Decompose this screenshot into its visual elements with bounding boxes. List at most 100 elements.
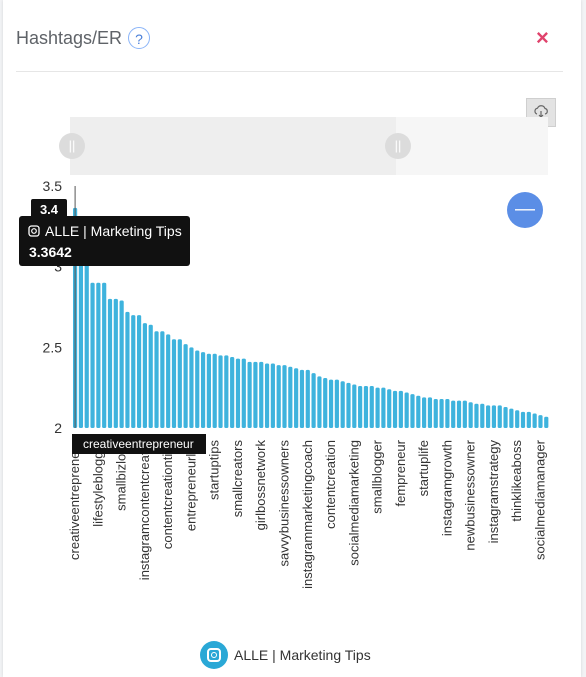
bar[interactable] — [311, 373, 316, 428]
bar[interactable] — [474, 403, 479, 428]
bar[interactable] — [189, 347, 194, 428]
legend-label: ALLE | Marketing Tips — [234, 647, 371, 663]
navigator-left-handle[interactable]: || — [59, 133, 85, 159]
bar[interactable] — [90, 282, 95, 428]
bar[interactable] — [480, 403, 485, 428]
zoom-out-button[interactable]: — — [507, 192, 543, 228]
bar[interactable] — [154, 331, 159, 428]
chart-legend[interactable]: ALLE | Marketing Tips — [200, 640, 371, 670]
bar[interactable] — [427, 397, 433, 428]
bar[interactable] — [369, 386, 374, 428]
bar[interactable] — [259, 361, 264, 428]
bar[interactable] — [538, 415, 543, 428]
bar[interactable] — [526, 411, 531, 428]
bar[interactable] — [224, 355, 229, 428]
bar[interactable] — [200, 352, 206, 428]
x-tick-label: girlbossnetwork — [253, 440, 268, 531]
bar[interactable] — [439, 398, 444, 428]
x-tick-label: instagramgrowth — [439, 440, 454, 536]
bar[interactable] — [288, 366, 293, 428]
bar[interactable] — [544, 416, 549, 428]
bar[interactable] — [294, 368, 299, 428]
bar[interactable] — [305, 369, 310, 428]
bar[interactable] — [142, 323, 147, 428]
bar[interactable] — [486, 405, 491, 428]
bar[interactable] — [282, 365, 287, 428]
bar[interactable] — [253, 361, 258, 428]
bar[interactable] — [195, 350, 200, 428]
bar[interactable] — [270, 363, 275, 428]
bar[interactable] — [218, 355, 223, 428]
bar[interactable] — [317, 376, 322, 428]
bar[interactable] — [509, 408, 514, 428]
bar[interactable] — [247, 361, 252, 428]
bar[interactable] — [451, 400, 456, 428]
bar[interactable] — [497, 405, 502, 428]
bar[interactable] — [416, 395, 421, 428]
bar[interactable] — [456, 400, 462, 428]
help-button[interactable]: ? — [128, 27, 150, 49]
bar[interactable] — [131, 315, 136, 428]
bar[interactable] — [445, 398, 450, 428]
bar[interactable] — [462, 400, 467, 428]
bar[interactable] — [183, 344, 188, 428]
bar[interactable] — [212, 353, 217, 428]
bar[interactable] — [276, 365, 281, 428]
close-button[interactable]: × — [536, 25, 549, 50]
bar[interactable] — [171, 339, 177, 428]
bar[interactable] — [433, 398, 438, 428]
x-tick-label: thinklikeaboss — [509, 440, 524, 522]
bar[interactable] — [96, 282, 101, 428]
bar[interactable] — [119, 300, 124, 428]
bar[interactable] — [340, 381, 345, 428]
bar[interactable] — [503, 407, 508, 428]
bar[interactable] — [323, 377, 328, 428]
x-tick-label: socialmediamanager — [532, 439, 547, 560]
bar[interactable] — [113, 298, 118, 428]
bar[interactable] — [125, 311, 130, 428]
bar[interactable] — [468, 402, 473, 428]
bar[interactable] — [177, 339, 182, 428]
bar[interactable] — [346, 382, 351, 428]
bar[interactable] — [520, 411, 526, 428]
y-crosshair-label: 3.4 — [40, 202, 59, 217]
header-divider — [16, 71, 563, 72]
bar[interactable] — [358, 386, 363, 428]
bar[interactable] — [230, 357, 235, 428]
bar[interactable] — [515, 410, 520, 428]
x-tick-label: startuplife — [416, 440, 431, 496]
bar[interactable] — [363, 386, 369, 428]
bar[interactable] — [148, 324, 153, 428]
bar[interactable] — [422, 397, 427, 428]
x-tick-label: instagramcontentcreator — [137, 439, 152, 580]
navigator-right-handle[interactable]: || — [385, 133, 411, 159]
bar[interactable] — [334, 379, 339, 428]
bar[interactable] — [352, 384, 357, 428]
x-crosshair-label-box — [72, 434, 206, 454]
bar[interactable] — [107, 298, 113, 428]
bar[interactable] — [381, 387, 386, 428]
bar[interactable] — [328, 379, 334, 428]
navigator-selection[interactable] — [70, 117, 396, 175]
bar[interactable] — [387, 389, 392, 428]
bar[interactable] — [78, 234, 84, 428]
bar[interactable] — [491, 405, 497, 428]
bar[interactable] — [532, 413, 537, 428]
x-tick-label: instagrammarketingcoach — [300, 440, 315, 589]
bar[interactable] — [241, 358, 246, 428]
bar[interactable] — [84, 258, 89, 428]
bar[interactable] — [392, 390, 398, 428]
bar[interactable] — [398, 390, 403, 428]
bar[interactable] — [102, 282, 107, 428]
bar[interactable] — [166, 334, 171, 428]
bar[interactable] — [235, 358, 241, 428]
bar[interactable] — [206, 353, 211, 428]
bar[interactable] — [299, 369, 305, 428]
bar[interactable] — [160, 331, 165, 428]
x-tick-label: instagramstrategy — [486, 440, 501, 544]
bar[interactable] — [404, 392, 409, 428]
bar[interactable] — [410, 394, 415, 428]
bar[interactable] — [264, 363, 270, 428]
bar[interactable] — [375, 387, 380, 428]
bar[interactable] — [136, 315, 142, 428]
